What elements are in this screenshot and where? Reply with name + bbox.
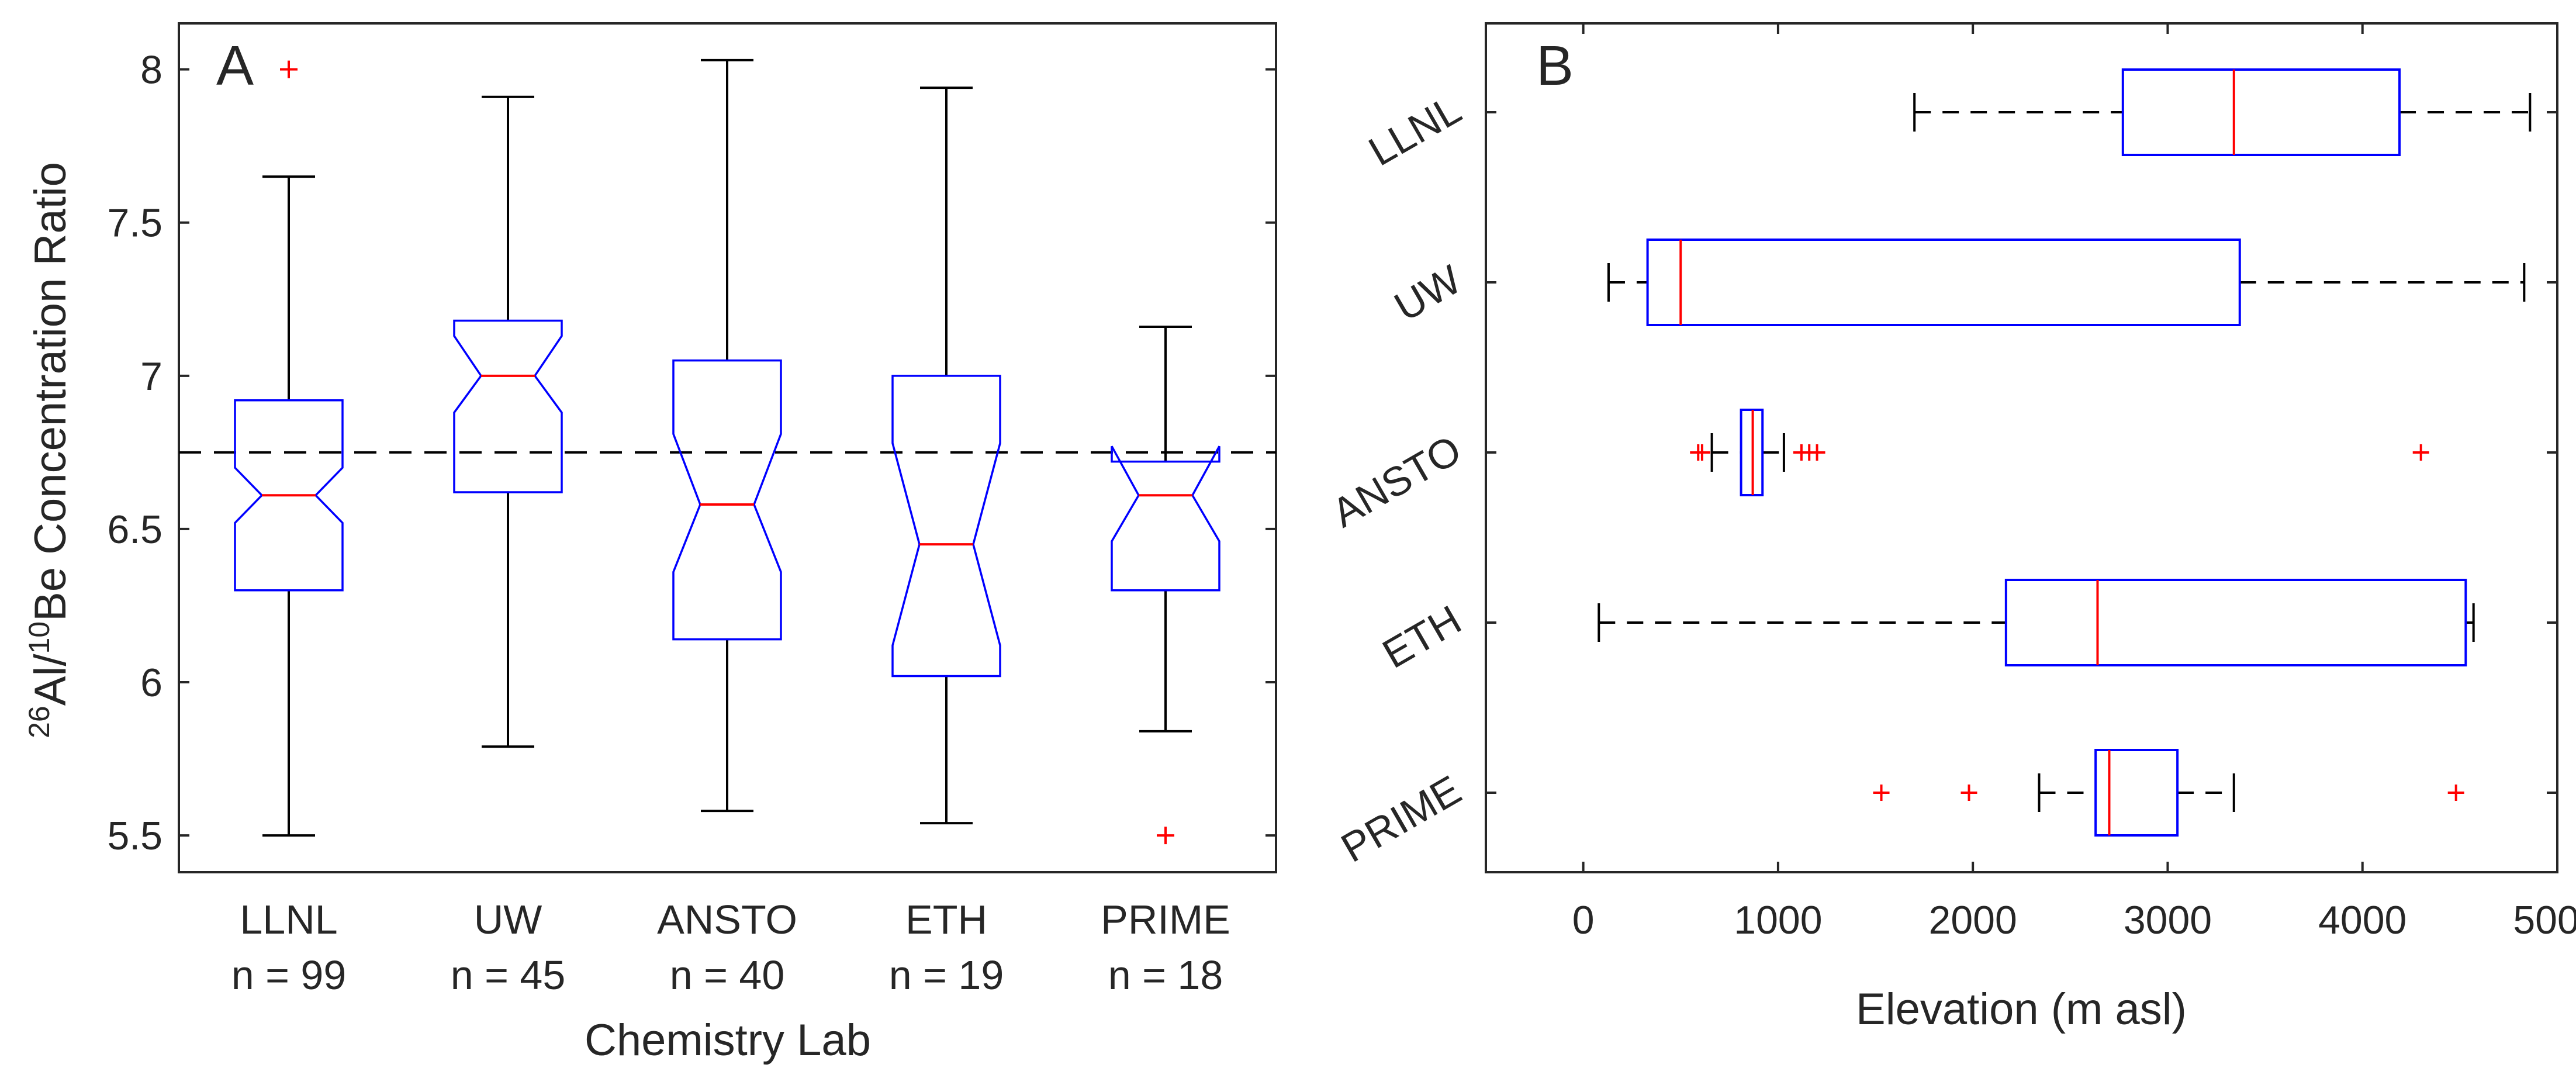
panel-b-x-tick-label: 1000 xyxy=(1734,898,1822,942)
box-eth xyxy=(1486,579,2557,666)
outlier-marker xyxy=(2412,444,2429,461)
box-uw xyxy=(1486,239,2557,326)
panel-b-axes-frame xyxy=(1485,22,2558,873)
panel-a-axes-frame xyxy=(178,22,1277,873)
panel-a-x-tick-label: ANSTO xyxy=(657,897,797,942)
notched-box xyxy=(453,319,563,493)
box-rect xyxy=(2004,579,2467,666)
box-rect xyxy=(1646,239,2241,326)
box-prime xyxy=(1111,325,1220,845)
panel-a-x-tick-label: ETH xyxy=(905,897,987,942)
panel-a-y-axis-title-part: Al/ xyxy=(26,654,75,706)
panel-a-n-label: n = 99 xyxy=(231,952,347,998)
notched-box xyxy=(1111,445,1220,592)
panel-a-y-axis-title: 26Al/10Be Concentration Ratio xyxy=(23,162,75,738)
notched-box xyxy=(891,375,1001,678)
panel-b-x-tick-label: 3000 xyxy=(2124,898,2212,942)
box-llnl xyxy=(1486,68,2557,156)
panel-a-y-tick-label: 7.5 xyxy=(107,201,162,246)
panel-a-n-label: n = 19 xyxy=(889,952,1004,998)
box-uw xyxy=(453,95,563,748)
panel-a-x-tick-label: LLNL xyxy=(240,897,337,942)
panel-a-y-tick-label: 6 xyxy=(140,661,162,705)
panel-b-x-tick-label: 4000 xyxy=(2318,898,2406,942)
outlier-marker xyxy=(280,60,298,78)
notched-box xyxy=(672,359,782,641)
box-ansto xyxy=(1486,409,2557,496)
outlier-marker xyxy=(1693,444,1710,461)
panel-a-y-axis-title-part: 26 xyxy=(23,706,56,738)
panel-b-x-tick-label: 0 xyxy=(1572,898,1595,942)
box-prime xyxy=(1486,749,2557,837)
panel-a-x-axis-title: Chemistry Lab xyxy=(585,1015,871,1065)
panel-a-x-tick-labels: LLNL n = 99 UW n = 45 ANSTO n = 40 ETH n = 19 PR… xyxy=(231,897,1230,998)
outlier-marker xyxy=(1960,785,1977,801)
panel-a-boxes xyxy=(234,58,1220,845)
panel-b-label: B xyxy=(1536,34,1574,97)
outlier-marker xyxy=(2447,785,2464,801)
panel-a-y-ticks: 5.5 6 6.5 7 7.5 8 xyxy=(107,48,1276,858)
notched-box xyxy=(234,399,344,592)
panel-b-boxes xyxy=(1486,68,2557,837)
panel-a-n-label: n = 45 xyxy=(451,952,566,998)
outlier-marker xyxy=(1873,785,1890,801)
box-ansto xyxy=(672,58,782,813)
panel-a-x-tick-label: UW xyxy=(474,897,542,942)
panel-a-chart: 5.5 6 6.5 7 7.5 8 LLNL n = 99 UW n = 45 ANSTO n = … xyxy=(23,22,1277,1065)
panel-a-n-label: n = 40 xyxy=(670,952,785,998)
panel-a-n-label: n = 18 xyxy=(1108,952,1223,998)
panel-b-x-tick-label: 5000 xyxy=(2513,898,2576,942)
panel-b-x-tick-label: 2000 xyxy=(1929,898,2017,942)
box-rect xyxy=(2121,68,2401,156)
panel-b-x-axis-title: Elevation (m asl) xyxy=(1856,984,2187,1034)
box-llnl xyxy=(234,60,344,837)
box-rect xyxy=(2094,749,2179,837)
panel-a-y-axis-title-part: 10 xyxy=(23,621,56,654)
panel-a-x-tick-label: PRIME xyxy=(1101,897,1230,942)
panel-a-y-tick-label: 6.5 xyxy=(107,507,162,552)
outlier-marker xyxy=(1809,444,1825,461)
panel-a-label: A xyxy=(216,34,254,97)
panel-a-y-axis-title-part: Be Concentration Ratio xyxy=(26,162,75,621)
box-eth xyxy=(891,87,1001,825)
panel-a-y-tick-label: 7 xyxy=(140,354,162,399)
outlier-marker xyxy=(1157,827,1174,845)
panel-a-y-tick-label: 8 xyxy=(140,48,162,92)
panel-b-x-ticks: 0 1000 2000 3000 4000 5000 xyxy=(1572,23,2576,942)
panel-a-y-tick-label: 5.5 xyxy=(107,814,162,858)
